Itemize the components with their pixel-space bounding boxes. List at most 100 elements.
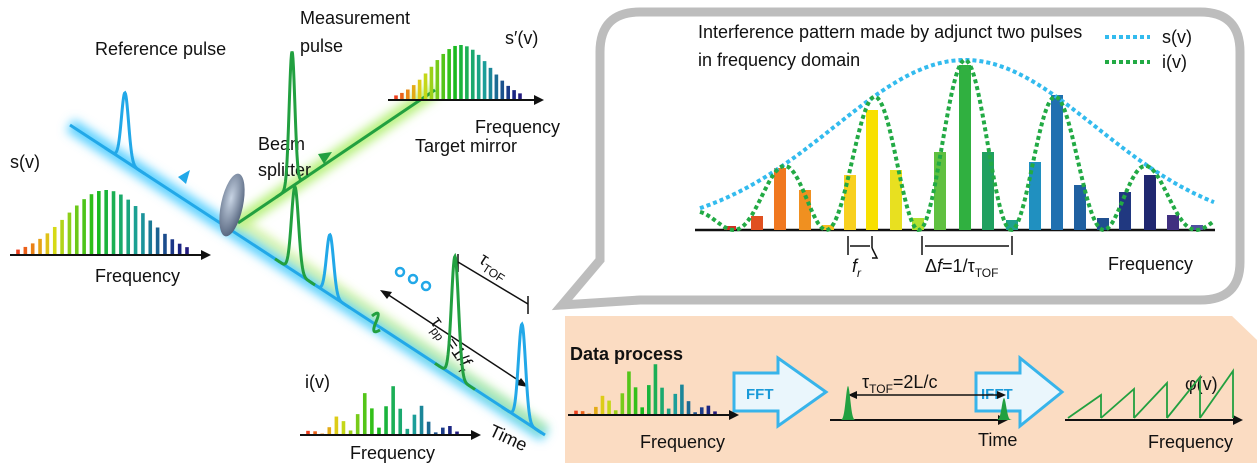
spectrum-bar: [90, 194, 94, 255]
spectrum-bar: [483, 61, 487, 100]
spectrum-bar: [489, 68, 493, 100]
dots: [409, 275, 417, 283]
dots: [422, 282, 430, 290]
spectrum-bar: [607, 401, 611, 415]
spectrum-bar: [171, 239, 175, 255]
axis-arrow: [534, 95, 544, 105]
spectrum-bar: [654, 364, 658, 415]
spectrum-bar: [506, 86, 510, 100]
label: Target mirror: [415, 136, 517, 156]
axis-arrow: [471, 430, 481, 440]
spectrum-bar: [342, 421, 346, 435]
spectrum-bar: [634, 387, 638, 415]
spectrum-bar: [500, 81, 504, 100]
spectrum-bar: [621, 393, 625, 415]
spectrum-bar: [134, 206, 138, 255]
label: s(v): [10, 152, 40, 172]
spectrum-bar: [627, 371, 631, 415]
spectrum-bar: [453, 46, 457, 100]
spectrum-bar: [471, 50, 475, 100]
spectrum-bar: [424, 73, 428, 100]
spectrum-bar: [866, 110, 878, 230]
spectrum-bar: [178, 244, 182, 255]
spectrum-bar: [430, 67, 434, 100]
spectrum-bar: [687, 401, 691, 415]
spectrum-bar: [594, 407, 598, 415]
spectrum-bar: [370, 408, 374, 435]
callout-title: in frequency domain: [698, 50, 860, 70]
spectrum-bar: [356, 414, 360, 435]
spectrum-bar: [46, 233, 50, 255]
spectrum-bar: [495, 75, 499, 100]
spectrum-bar: [384, 406, 388, 435]
spectrum-bar: [465, 46, 469, 100]
spectrum-bar: [97, 191, 101, 255]
callout-title: Interference pattern made by adjunct two…: [698, 22, 1082, 42]
text: Δ: [925, 256, 937, 276]
spectrum-bar: [959, 65, 971, 230]
spectrum-bar: [441, 54, 445, 100]
tau-tof: τTOF: [474, 249, 513, 286]
spectrum-bar: [141, 213, 145, 255]
spectrum-bar: [163, 234, 167, 255]
spectrum-bar: [185, 247, 189, 255]
spectrum-bar: [75, 205, 79, 255]
spectrum-bar: [148, 220, 152, 255]
spectrum-bar: [391, 386, 395, 435]
spectrum-bar: [418, 80, 422, 100]
spectrum-bar: [1051, 95, 1063, 230]
panel-title: Data process: [570, 344, 683, 364]
spectrum-bar: [126, 200, 130, 255]
dots: [396, 268, 404, 276]
spectrum-bar: [60, 220, 64, 255]
spectrum-bar: [1144, 175, 1156, 230]
spectrum-bar: [751, 216, 763, 230]
spectrum-bar: [774, 168, 786, 230]
spectrum-bar: [119, 195, 123, 255]
spectrum-bar: [112, 191, 116, 255]
spectrum-bar: [441, 428, 445, 435]
symbol: τ: [862, 372, 869, 392]
spectrum-bar: [427, 422, 431, 435]
spectrum-bar: [38, 239, 42, 255]
spectrum-bar: [413, 415, 417, 435]
spectrum-bar: [406, 90, 410, 100]
spectrum-bar: [436, 60, 440, 100]
label: Reference pulse: [95, 39, 226, 59]
label: pulse: [300, 36, 343, 56]
beam-arrow: [178, 170, 190, 184]
legend-label: i(v): [1162, 52, 1187, 72]
label: i(v): [305, 372, 330, 392]
axis-label: Frequency: [475, 117, 560, 137]
label: φ(v): [1185, 374, 1218, 394]
axis-label: Frequency: [640, 432, 725, 452]
label: s′(v): [505, 28, 538, 48]
axis-arrow: [201, 250, 211, 260]
spectrum-bar: [680, 385, 684, 415]
spectrum-bar: [420, 406, 424, 435]
spectrum-bar: [363, 393, 367, 435]
axis-label: Frequency: [1108, 254, 1193, 274]
spectrum-bar: [82, 199, 86, 255]
axis-label: Frequency: [350, 443, 435, 463]
spectrum-bar: [412, 85, 416, 100]
spectrum-bar: [327, 427, 331, 435]
spectrum-bar: [53, 227, 57, 255]
spectrum-bar: [448, 426, 452, 435]
spectrum-bar: [700, 407, 704, 415]
spectrum-bar: [601, 396, 605, 415]
measurement-beam: [238, 90, 435, 223]
spectrum-bar: [24, 247, 28, 255]
spectrum-bar: [400, 93, 404, 100]
spectrum-bar: [335, 417, 339, 435]
spectrum-bar: [647, 385, 651, 415]
subscript: TOF: [869, 382, 893, 396]
text: =1/τ: [942, 256, 975, 276]
spectrum-bar: [377, 428, 381, 435]
fft: FFT: [746, 386, 774, 403]
text: =2L/c: [893, 372, 938, 392]
subscript: TOF: [480, 261, 508, 286]
spectrum-bar: [104, 190, 108, 255]
spectrum-bar: [1167, 215, 1179, 230]
spectrum-bar: [673, 394, 677, 415]
